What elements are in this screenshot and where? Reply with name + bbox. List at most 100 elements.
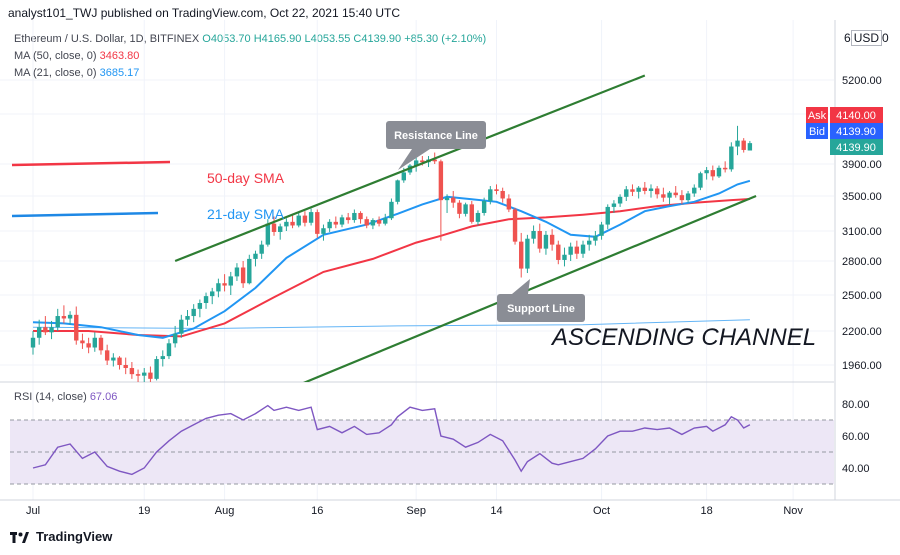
- candle: [253, 250, 258, 267]
- ohlc-change: +85.30 (+2.10%): [404, 33, 487, 45]
- candle-body: [36, 327, 42, 338]
- ohlc-close: C4139.90: [353, 33, 402, 45]
- symbol-row: Ethereum / U.S. Dollar, 1D, BITFINEX O40…: [14, 31, 486, 48]
- candle-body: [216, 283, 221, 292]
- candle: [191, 304, 196, 323]
- time-tick: Oct: [593, 505, 610, 517]
- candle-body: [698, 173, 703, 188]
- ma50-legend-line: [11, 160, 171, 167]
- candle: [216, 278, 221, 298]
- candle-body: [667, 192, 672, 198]
- resistance-line[interactable]: [174, 74, 646, 263]
- candle-body: [617, 196, 623, 204]
- candle: [729, 142, 734, 172]
- candle: [302, 211, 308, 227]
- price-tick: 2500.00: [842, 290, 882, 302]
- candle: [704, 167, 709, 180]
- ma50-label[interactable]: MA (50, close, 0): [14, 50, 97, 62]
- candle-body: [500, 190, 505, 199]
- candle-body: [296, 215, 301, 226]
- candle-body: [512, 209, 518, 242]
- candle-body: [86, 343, 91, 348]
- candle: [166, 339, 172, 360]
- candle: [327, 219, 332, 232]
- candle: [315, 209, 320, 238]
- candle-body: [444, 197, 450, 201]
- candle: [648, 184, 654, 198]
- candle-body: [624, 189, 629, 197]
- candle-body: [525, 238, 530, 269]
- candle-body: [358, 212, 363, 220]
- candle: [722, 161, 728, 173]
- candle-body: [203, 296, 209, 303]
- candle-body: [148, 372, 153, 379]
- candle-body: [475, 212, 481, 222]
- candle: [531, 225, 536, 244]
- candle-body: [259, 244, 264, 254]
- rsi-pane[interactable]: [10, 404, 834, 485]
- candle: [86, 337, 91, 354]
- candle-body: [747, 143, 753, 151]
- support-callout-box: [497, 294, 585, 322]
- time-tick: 14: [490, 505, 502, 517]
- candle: [574, 240, 580, 259]
- candle-body: [562, 254, 567, 260]
- candle-body: [67, 314, 73, 319]
- candle: [61, 305, 67, 324]
- candle: [154, 356, 159, 381]
- ask-price: 4140.00: [836, 110, 876, 122]
- candle-body: [543, 234, 549, 249]
- bid-price-tag: [830, 123, 883, 139]
- candle: [710, 165, 715, 181]
- candle-body: [234, 267, 240, 277]
- candle-body: [49, 327, 54, 333]
- candle-body: [692, 187, 697, 194]
- candle: [667, 190, 672, 205]
- candle: [67, 311, 73, 325]
- candle: [735, 125, 740, 156]
- candle-body: [185, 316, 190, 320]
- support-callout-pointer: [512, 279, 530, 294]
- rsi-legend: RSI (14, close) 67.06: [14, 391, 117, 403]
- price-labels: Ask 4140.00 Bid 4139.90 4139.90: [806, 107, 883, 155]
- currency-label[interactable]: 6 USD 0: [844, 30, 889, 46]
- price-tick: 2800.00: [842, 256, 882, 268]
- candle-body: [685, 193, 691, 201]
- candle: [494, 184, 499, 195]
- candle-body: [413, 160, 419, 166]
- time-axis[interactable]: Jul 19 Aug 16 Sep 14 Oct 18 Nov: [26, 505, 803, 517]
- candle: [290, 214, 295, 229]
- ma21-label[interactable]: MA (21, close, 0): [14, 67, 97, 79]
- symbol-name[interactable]: Ethereum / U.S. Dollar, 1D, BITFINEX: [14, 33, 200, 45]
- candle: [296, 212, 301, 228]
- candle: [30, 331, 36, 355]
- resistance-callout-box: [386, 121, 486, 149]
- candle: [135, 369, 141, 382]
- candle-body: [43, 327, 48, 333]
- ohlc-low: L4053.55: [304, 33, 351, 45]
- ohlc-high: H4165.90: [253, 33, 302, 45]
- candle: [240, 261, 246, 288]
- candle: [80, 333, 85, 349]
- candle-body: [599, 224, 604, 236]
- candle: [685, 190, 691, 203]
- candle-body: [580, 244, 586, 254]
- time-tick: Sep: [406, 505, 426, 517]
- candle-body: [222, 283, 227, 286]
- candle: [98, 335, 104, 355]
- rsi-tick: 80.00: [842, 399, 870, 411]
- candle: [364, 216, 369, 229]
- candle: [284, 218, 289, 231]
- candle-body: [327, 221, 332, 229]
- candle: [55, 308, 60, 331]
- candle: [123, 357, 128, 375]
- candle-body: [370, 220, 376, 226]
- candle: [556, 240, 561, 265]
- candle: [444, 194, 450, 213]
- rsi-line: [32, 404, 751, 476]
- candle-body: [129, 368, 135, 375]
- candle: [148, 366, 153, 382]
- candle: [636, 186, 641, 199]
- rsi-label[interactable]: RSI (14, close): [14, 391, 87, 403]
